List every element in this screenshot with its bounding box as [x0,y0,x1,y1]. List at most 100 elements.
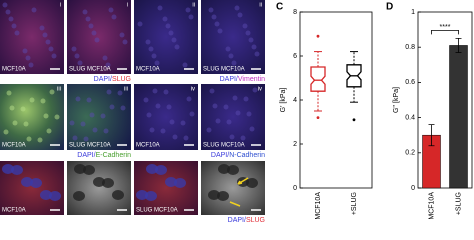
texture [23,121,29,127]
outlier [316,34,320,38]
texture [146,112,152,118]
texture [28,62,34,68]
stain-marker: SLUG [112,76,131,83]
texture [25,55,31,61]
texture [106,89,112,95]
nucleus [136,190,148,200]
texture [100,113,106,119]
image-label: SLUG MCF10A [203,143,245,149]
texture [88,23,94,29]
texture [235,110,241,116]
stain-marker: Vimentin [238,76,265,83]
texture [91,30,97,36]
significance: **** [440,24,451,31]
image-label: SLUG MCF10A [69,143,111,149]
texture [215,118,221,124]
texture [148,46,154,52]
image-label: SLUG MCF10A [203,67,245,73]
texture [160,128,166,134]
texture [9,105,15,111]
texture [245,30,251,36]
nucleus [73,191,85,201]
texture [214,21,220,27]
texture [69,120,75,126]
image-label: MCF10A [2,208,26,214]
texture [117,90,123,96]
image-label: SLUG MCF10A [69,67,111,73]
x-tick-label: +SLUG [351,192,358,215]
texture [182,62,188,68]
texture [206,127,212,133]
texture [223,104,229,110]
texture [171,37,177,43]
stain-marker: E-Cadherin [96,152,132,159]
nucleus [21,177,33,187]
texture [3,129,9,135]
texture [180,120,186,126]
texture [149,127,155,133]
texture [2,2,8,8]
stain-caption: DAPI/N-Cadherin [211,152,265,159]
nucleus [145,191,157,201]
texture [254,51,260,57]
image-numeral: iii [124,87,128,93]
texture [5,9,11,15]
micrograph [0,0,64,74]
texture [155,103,161,109]
image-label: SLUG MCF10A [136,208,178,214]
texture [22,48,28,54]
texture [243,96,249,102]
nucleus [218,164,230,174]
texture [174,44,180,50]
nucleus [217,191,229,201]
texture [154,60,160,66]
nucleus [93,177,105,187]
texture [75,96,81,102]
texture [77,60,83,66]
texture [252,87,258,93]
texture [42,32,48,38]
nucleus [155,165,167,175]
nucleus [227,165,239,175]
texture [143,97,149,103]
texture [111,14,117,20]
texture [85,16,91,22]
x-tick-label: MCF10A [315,192,322,220]
texture [225,46,231,52]
texture [145,39,151,45]
texture [51,53,57,59]
texture [212,103,218,109]
image-label: MCF10A [136,67,160,73]
texture [183,135,189,141]
texture [217,28,223,34]
texture [120,105,126,111]
texture [240,135,246,141]
texture [246,111,252,117]
nucleus [246,178,258,188]
texture [137,21,143,27]
bar [449,45,468,189]
x-tick-label: +SLUG [455,192,462,215]
texture [234,5,240,11]
stain-marker: N-Cadherin [229,152,265,159]
y-axis-label: G' [kPa] [280,88,287,113]
texture [86,97,92,103]
texture [29,97,35,103]
nucleus [49,191,61,201]
panel-label: C [276,2,283,13]
texture [20,106,26,112]
texture [14,30,20,36]
stain-nucleus: DAPI/ [228,217,246,224]
micrograph [67,0,131,74]
texture [12,120,18,126]
texture [232,95,238,101]
nucleus [74,164,86,174]
image-numeral: i [60,3,61,9]
box [310,66,326,92]
texture [83,136,89,142]
texture [242,23,248,29]
texture [157,5,163,11]
texture [6,90,12,96]
